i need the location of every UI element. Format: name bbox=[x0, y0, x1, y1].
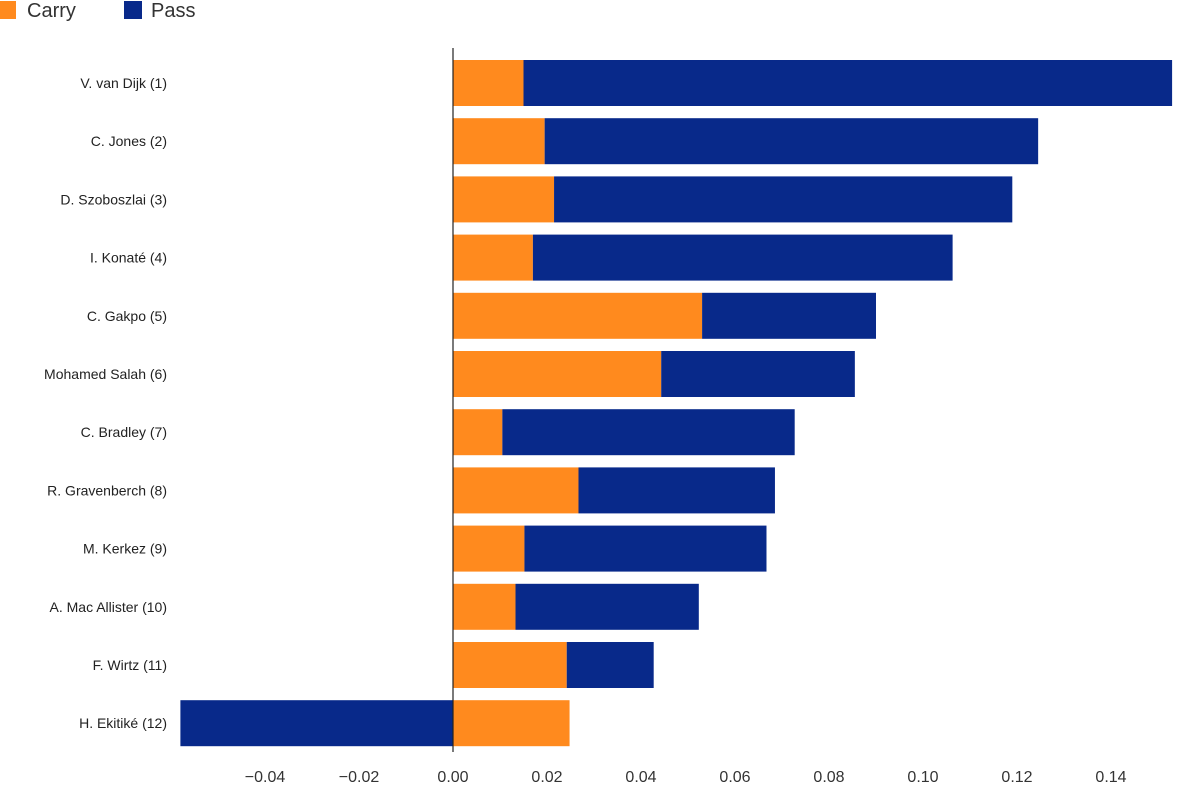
bar-carry-9 bbox=[453, 525, 525, 572]
bar-pass-1 bbox=[523, 60, 1173, 106]
category-label: I. Konaté (4) bbox=[90, 250, 167, 266]
x-tick-label: 0.06 bbox=[719, 769, 750, 786]
bar-pass-2 bbox=[544, 118, 1039, 165]
category-label: D. Szoboszlai (3) bbox=[60, 191, 167, 207]
x-tick-label: 0.12 bbox=[1001, 769, 1032, 786]
bar-carry-8 bbox=[453, 467, 579, 514]
category-label: H. Ekitiké (12) bbox=[79, 715, 167, 731]
x-tick-label: −0.02 bbox=[339, 769, 380, 786]
bar-pass-7 bbox=[502, 409, 795, 456]
category-label: V. van Dijk (1) bbox=[80, 75, 167, 91]
bar-pass-6 bbox=[661, 351, 855, 397]
x-tick-label: 0.08 bbox=[813, 769, 844, 786]
bar-carry-2 bbox=[453, 118, 545, 165]
legend-label-pass: Pass bbox=[151, 0, 195, 22]
bar-pass-8 bbox=[578, 467, 775, 514]
legend-swatch-carry bbox=[0, 1, 16, 19]
bar-carry-1 bbox=[453, 60, 524, 106]
x-tick-label: 0.10 bbox=[907, 769, 938, 786]
category-label: R. Gravenberch (8) bbox=[47, 482, 167, 498]
bar-carry-10 bbox=[453, 583, 516, 630]
category-label: F. Wirtz (11) bbox=[93, 657, 167, 673]
bar-carry-6 bbox=[453, 351, 662, 397]
category-label: M. Kerkez (9) bbox=[83, 541, 167, 557]
bar-pass-12 bbox=[180, 700, 453, 747]
bar-pass-4 bbox=[532, 234, 953, 281]
bar-carry-12 bbox=[453, 700, 570, 747]
x-tick-label: 0.04 bbox=[625, 769, 656, 786]
bar-carry-4 bbox=[453, 234, 533, 281]
bar-pass-3 bbox=[554, 176, 1013, 223]
category-label: C. Gakpo (5) bbox=[87, 308, 167, 324]
x-tick-label: 0.14 bbox=[1095, 769, 1126, 786]
legend-label-carry: Carry bbox=[27, 0, 76, 22]
bar-carry-7 bbox=[453, 409, 503, 456]
category-labels: V. van Dijk (1) C. Jones (2) D. Szoboszlai… bbox=[44, 75, 167, 731]
category-label: A. Mac Allister (10) bbox=[50, 599, 167, 615]
bar-pass-10 bbox=[515, 583, 699, 630]
bar-pass-11 bbox=[566, 642, 654, 688]
x-tick-label: 0.00 bbox=[437, 769, 468, 786]
category-label: C. Bradley (7) bbox=[81, 424, 167, 440]
legend: Carry Pass bbox=[0, 0, 195, 22]
legend-swatch-pass bbox=[124, 1, 142, 19]
x-tick-label: 0.02 bbox=[531, 769, 562, 786]
category-label: C. Jones (2) bbox=[91, 133, 167, 149]
bar-carry-3 bbox=[453, 176, 555, 223]
x-tick-label: −0.04 bbox=[245, 769, 286, 786]
bar-carry-11 bbox=[453, 642, 567, 688]
bar-pass-9 bbox=[524, 525, 767, 572]
bars bbox=[180, 60, 1173, 747]
x-axis-ticks: −0.04 −0.02 0.00 0.02 0.04 0.06 0.08 0.10 0.12 0.… bbox=[245, 769, 1127, 786]
bar-carry-5 bbox=[453, 292, 703, 339]
bar-pass-5 bbox=[702, 292, 876, 339]
category-label: Mohamed Salah (6) bbox=[44, 366, 167, 382]
